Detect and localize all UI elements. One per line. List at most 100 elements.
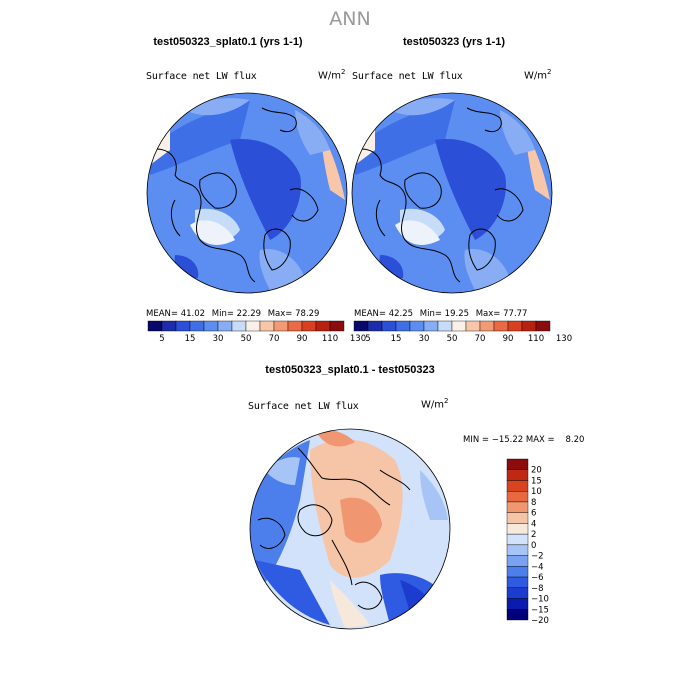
right-colorbar-label: 5 xyxy=(365,334,370,344)
left-colorbar-segment xyxy=(301,320,317,332)
right-field-patch xyxy=(500,110,535,155)
left-min-label: Min= xyxy=(211,309,234,319)
left-coastlines xyxy=(147,107,319,283)
diff-colorbar-label: −2 xyxy=(531,552,544,562)
left-colorbar-label: 70 xyxy=(269,334,280,344)
left-colorbar-segment xyxy=(203,320,219,332)
right-field-patch xyxy=(390,98,455,116)
left-colorbar-label: 130 xyxy=(350,334,366,344)
right-min-value: 19.25 xyxy=(444,309,470,319)
left-stats: MEAN= 41.02 Min= 22.29 Max= 78.29 xyxy=(146,309,319,319)
diff-colorbar-label: −8 xyxy=(531,584,544,594)
right-units: W/m2 xyxy=(524,68,552,82)
diff-stats: MIN = −15.22 MAX = 8.20 xyxy=(463,435,585,445)
diff-colorbar-segment xyxy=(506,533,529,546)
left-max-label: Max= xyxy=(267,309,293,319)
left-colorbar-segment xyxy=(217,320,233,332)
diff-colorbar-segment xyxy=(506,469,529,481)
left-colorbar-label: 5 xyxy=(159,334,164,344)
left-field-patch xyxy=(185,98,250,116)
diff-colorbar-label: −6 xyxy=(531,573,544,583)
left-polar-map xyxy=(146,92,348,294)
right-variable-label: Surface net LW flux xyxy=(352,71,463,82)
diff-field-patch xyxy=(340,497,382,543)
diff-colorbar-segment xyxy=(506,587,529,599)
left-colorbar-segment xyxy=(231,320,247,332)
left-mean-value: 41.02 xyxy=(180,309,206,319)
right-field-patch xyxy=(355,100,455,175)
diff-variable-label: Surface net LW flux xyxy=(248,401,359,412)
right-panel-title: test050323 (yrs 1-1) xyxy=(402,36,506,48)
diff-colorbar-segment xyxy=(506,501,529,513)
right-colorbar-label: 70 xyxy=(475,334,486,344)
diff-units: W/m2 xyxy=(421,397,449,411)
left-colorbar-segment xyxy=(315,320,331,332)
left-units: W/m2 xyxy=(318,68,346,82)
left-colorbar-label: 15 xyxy=(185,334,196,344)
diff-colorbar-segment xyxy=(506,566,529,578)
diff-colorbar-label: 2 xyxy=(531,530,536,540)
right-colorbar-segment xyxy=(437,320,453,332)
right-max-label: Max= xyxy=(475,309,501,319)
left-colorbar-segment xyxy=(245,320,261,332)
left-map-border xyxy=(146,92,348,294)
diff-field xyxy=(250,429,450,629)
right-field-patch xyxy=(464,249,510,290)
diff-colorbar-label: −10 xyxy=(531,595,549,605)
right-colorbar-segment xyxy=(381,320,397,332)
right-stats: MEAN= 42.25 Min= 19.25 Max= 77.77 xyxy=(354,309,527,319)
left-panel-title: test050323_splat0.1 (yrs 1-1) xyxy=(153,36,303,48)
right-colorbar-label: 15 xyxy=(391,334,402,344)
right-colorbar-segment xyxy=(479,320,495,332)
left-colorbar-label: 110 xyxy=(322,334,338,344)
left-colorbar-segment xyxy=(329,320,345,332)
diff-polar-map xyxy=(249,428,451,630)
right-colorbar-label: 30 xyxy=(419,334,430,344)
right-coastlines xyxy=(352,107,524,283)
diff-field-patch xyxy=(255,560,330,625)
left-colorbar-segment xyxy=(273,320,289,332)
right-colorbar-segment xyxy=(409,320,425,332)
left-field-patch xyxy=(150,100,250,175)
right-mean-label: MEAN= xyxy=(354,309,386,319)
left-colorbar-label: 50 xyxy=(241,334,252,344)
diff-field-patch xyxy=(330,580,370,628)
right-colorbar-segment xyxy=(465,320,481,332)
left-mean-label: MEAN= xyxy=(146,309,178,319)
diff-colorbar-label: 10 xyxy=(531,487,542,497)
right-map-border xyxy=(351,92,553,294)
left-min-value: 22.29 xyxy=(236,309,262,319)
diff-colorbar-label: 20 xyxy=(531,466,542,476)
right-field xyxy=(352,93,552,293)
left-field-patch xyxy=(295,110,330,155)
right-polar-map xyxy=(351,92,553,294)
left-colorbar-segment xyxy=(147,320,163,332)
right-colorbar-segment xyxy=(507,320,523,332)
page-title: ANN xyxy=(329,8,371,30)
left-variable-label: Surface net LW flux xyxy=(146,71,257,82)
right-max-value: 77.77 xyxy=(503,309,528,319)
diff-colorbar-segment xyxy=(506,598,529,610)
diff-colorbar-label: 4 xyxy=(531,519,536,529)
diff-colorbar-segment xyxy=(506,458,529,470)
left-colorbar-segment xyxy=(161,320,177,332)
left-colorbar-segment xyxy=(259,320,275,332)
diff-colorbar-segment xyxy=(506,480,529,492)
right-colorbar-label: 110 xyxy=(528,334,544,344)
right-colorbar-segment xyxy=(353,320,369,332)
diff-colorbar-segment xyxy=(506,544,529,556)
diff-colorbar-segment xyxy=(506,609,529,621)
diff-map-border xyxy=(249,428,451,630)
right-colorbar-segment xyxy=(395,320,411,332)
diff-colorbar-segment xyxy=(506,512,529,524)
right-min-label: Min= xyxy=(419,309,442,319)
left-max-value: 78.29 xyxy=(295,309,320,319)
diff-colorbar-segment xyxy=(506,555,529,567)
diff-field-patch xyxy=(420,470,448,520)
right-colorbar-segment xyxy=(367,320,383,332)
right-colorbar-segment xyxy=(535,320,551,332)
diff-colorbar-label: 8 xyxy=(531,498,536,508)
left-colorbar-segment xyxy=(287,320,303,332)
